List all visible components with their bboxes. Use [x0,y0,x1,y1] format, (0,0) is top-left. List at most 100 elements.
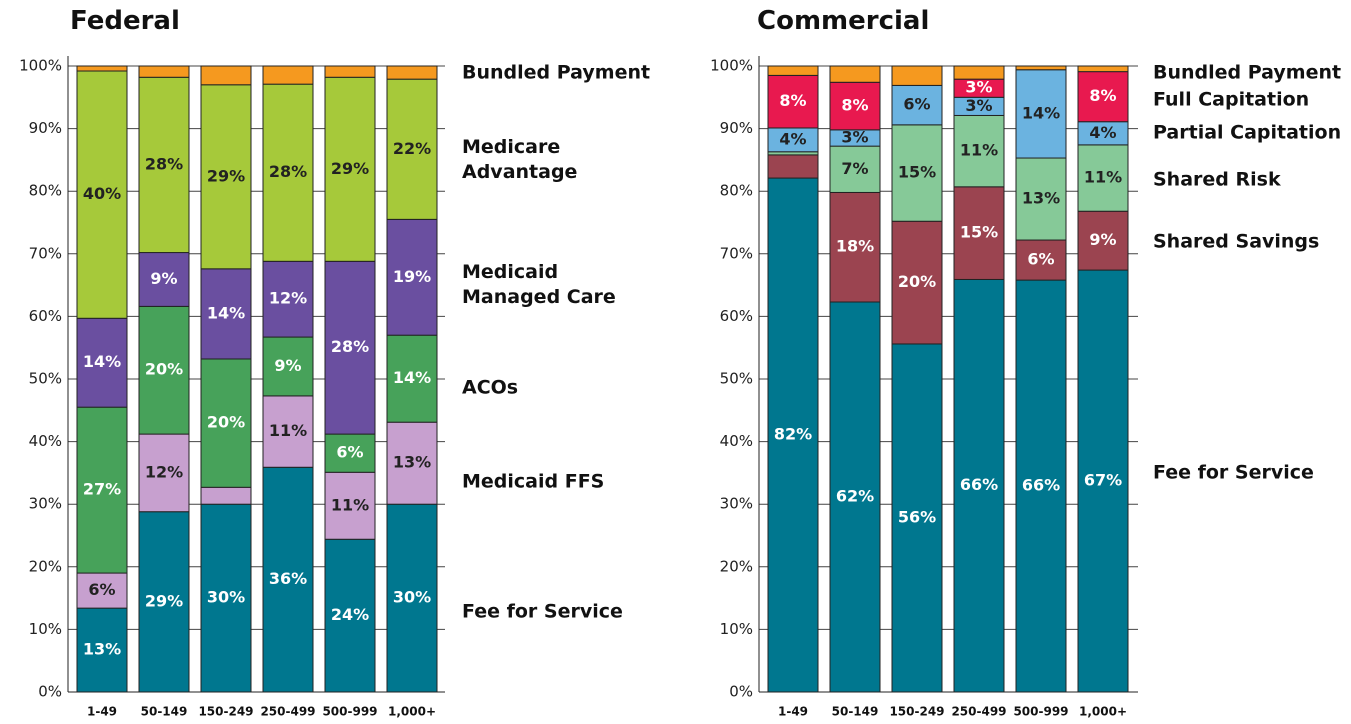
bar-segment [1015,239,1067,281]
bar-segment [324,538,376,693]
y-tick-label: 100% [19,57,62,75]
data-label: 12% [269,289,307,308]
data-label: 20% [207,413,245,432]
bar-segment [200,268,252,360]
bar-segment [262,65,314,85]
x-tick-label: 500-999 [1013,705,1068,719]
data-label: 18% [836,237,874,256]
data-label: 29% [331,159,369,178]
y-tick-label: 70% [720,244,753,262]
chart-title: Commercial [757,6,930,36]
data-label: 19% [393,267,431,286]
x-tick-label: 150-249 [198,705,253,719]
data-label: 29% [145,591,183,610]
legend-entry: Shared Savings [1153,230,1320,253]
bar-segment [200,84,252,270]
data-label: 3% [841,127,868,146]
legend-entry: Shared Risk [1153,168,1281,191]
data-label: 14% [1022,103,1060,122]
y-tick-label: 80% [720,182,753,200]
data-label: 28% [145,154,183,173]
y-tick-label: 70% [29,244,62,262]
y-tick-label: 40% [29,432,62,450]
bar-segment [262,336,314,397]
x-tick-label: 1,000+ [1079,705,1127,719]
data-label: 20% [145,360,183,379]
data-label: 6% [336,443,363,462]
data-label: 3% [965,78,992,97]
y-tick-label: 90% [29,119,62,137]
data-label: 14% [207,303,245,322]
x-tick-label: 50-149 [141,705,188,719]
bar-segment [1077,71,1129,123]
data-label: 9% [1089,230,1116,249]
data-label: 9% [150,269,177,288]
bar-segment [200,486,252,505]
bar-segment [953,186,1005,280]
legend-entry: Medicare Advantage [462,136,578,183]
bar-segment [138,76,190,254]
y-tick-label: 20% [29,557,62,575]
data-label: 27% [83,480,121,499]
y-tick-label: 60% [29,307,62,325]
bar-segment [76,572,128,609]
y-tick-label: 80% [29,182,62,200]
data-label: 82% [774,425,812,444]
data-label: 40% [83,184,121,203]
bar-segment [767,177,819,693]
legend-entry: Partial Capitation [1153,121,1342,144]
data-label: 3% [965,96,992,115]
x-tick-label: 1-49 [87,705,117,719]
data-label: 67% [1084,471,1122,490]
bar-segment [1077,210,1129,271]
bar-segment [767,65,819,76]
bar-segment [138,305,190,435]
bar-segment [767,154,819,179]
x-tick-label: 1,000+ [388,705,436,719]
bar-segment [953,278,1005,693]
bar-segment [138,65,190,78]
data-label: 6% [903,95,930,114]
data-label: 11% [960,141,998,160]
bar-segment [1015,69,1067,159]
bar-segment [829,301,881,693]
data-label: 36% [269,569,307,588]
bar-segment [1015,65,1067,71]
bar-segment [324,471,376,540]
bar-segment [262,395,314,468]
bar-segment [76,607,128,693]
bar-segment [138,511,190,693]
bar-segment [891,84,943,126]
data-label: 7% [841,159,868,178]
data-label: 66% [1022,476,1060,495]
bar-segment [1077,65,1129,73]
data-label: 15% [898,163,936,182]
data-label: 6% [88,580,115,599]
y-tick-label: 50% [720,370,753,388]
data-label: 8% [841,96,868,115]
bar-segment [138,433,190,513]
data-label: 6% [1027,250,1054,269]
legend-entry: Medicaid FFS [462,470,605,493]
x-tick-label: 1-49 [778,705,808,719]
legend-entry: Full Capitation [1153,88,1310,111]
y-tick-label: 100% [710,57,753,75]
data-label: 13% [393,453,431,472]
data-label: 12% [145,462,183,481]
data-label: 62% [836,487,874,506]
bar-segment [386,78,438,220]
x-tick-label: 250-499 [260,705,315,719]
bar-segment [324,76,376,262]
x-tick-label: 250-499 [951,705,1006,719]
bar-segment [324,433,376,473]
data-label: 29% [207,166,245,185]
y-tick-label: 10% [720,620,753,638]
legend-entry: Bundled Payment [462,61,651,84]
data-label: 28% [331,337,369,356]
data-label: 4% [779,129,806,148]
bar-segment [386,421,438,505]
data-label: 14% [83,352,121,371]
bar-segment [324,260,376,435]
